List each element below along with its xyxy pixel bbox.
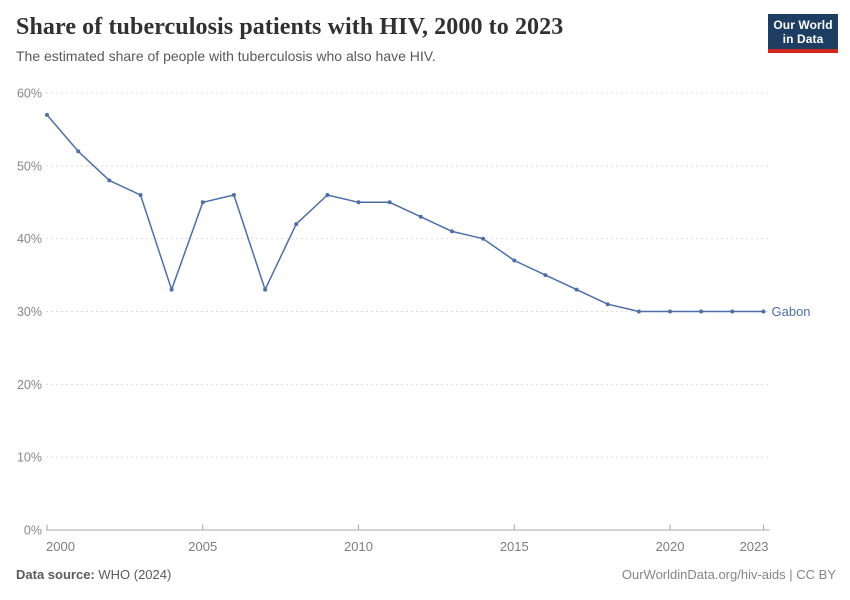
- attribution-link[interactable]: OurWorldinData.org/hiv-aids: [621, 567, 786, 582]
- data-point-2013[interactable]: [450, 229, 454, 234]
- data-point-2019[interactable]: [636, 309, 641, 314]
- data-point-2023[interactable]: [761, 309, 766, 314]
- data-source-label: Data source:: [16, 567, 95, 582]
- data-point-2011[interactable]: [387, 200, 392, 205]
- data-point-2002[interactable]: [107, 178, 112, 183]
- x-tick-label-2005: 2005: [188, 539, 217, 554]
- series-end-label-gabon[interactable]: Gabon: [772, 304, 811, 319]
- y-tick-label-30: 30%: [17, 305, 42, 319]
- owid-logo[interactable]: Our World in Data: [768, 14, 838, 53]
- data-point-2021[interactable]: [699, 309, 704, 314]
- x-tick-label-2000: 2000: [46, 539, 75, 554]
- attribution-separator: |: [785, 567, 797, 582]
- y-tick-label-20: 20%: [17, 378, 42, 392]
- owid-logo-line1: Our World: [773, 18, 833, 32]
- data-point-2005[interactable]: [200, 200, 205, 205]
- data-point-2020[interactable]: [668, 309, 672, 314]
- chart-subtitle: The estimated share of people with tuber…: [16, 48, 436, 64]
- data-point-2008[interactable]: [294, 222, 299, 227]
- data-point-2010[interactable]: [356, 200, 361, 205]
- chart-header: Share of tuberculosis patients with HIV,…: [16, 14, 838, 64]
- data-point-2004[interactable]: [169, 287, 174, 292]
- data-point-2007[interactable]: [263, 287, 268, 292]
- data-point-2006[interactable]: [231, 193, 236, 197]
- data-point-2001[interactable]: [76, 149, 81, 154]
- chart-title: Share of tuberculosis patients with HIV,…: [16, 14, 564, 40]
- data-source-value: WHO (2024): [94, 567, 172, 582]
- y-tick-label-10: 10%: [17, 451, 42, 465]
- data-point-2015[interactable]: [512, 258, 517, 263]
- x-tick-label-2010: 2010: [344, 539, 373, 554]
- data-point-2016[interactable]: [543, 273, 548, 278]
- y-tick-label-60: 60%: [17, 87, 42, 101]
- data-point-2014[interactable]: [481, 236, 486, 241]
- line-chart[interactable]: 0% 10% 20% 30% 40% 50% 60% 2000 2005 2010 2015 2020…: [0, 80, 850, 560]
- x-tick-label-2015: 2015: [500, 539, 529, 554]
- x-tick-label-2020: 2020: [656, 539, 685, 554]
- y-tick-label-0: 0%: [24, 524, 42, 538]
- data-point-2017[interactable]: [574, 287, 579, 292]
- data-point-2022[interactable]: [730, 309, 735, 314]
- y-tick-label-40: 40%: [17, 232, 42, 246]
- chart-footer: Data source: WHO (2024) OurWorldinData.o…: [16, 567, 836, 582]
- y-tick-label-50: 50%: [17, 159, 42, 173]
- series-line-gabon: [46, 114, 765, 313]
- attribution: OurWorldinData.org/hiv-aids | CC BY: [622, 567, 836, 582]
- data-point-2003[interactable]: [138, 193, 143, 197]
- chart-area[interactable]: 0% 10% 20% 30% 40% 50% 60% 2000 2005 2010 2015 2020…: [0, 80, 850, 560]
- data-point-2000[interactable]: [45, 112, 49, 117]
- data-point-2018[interactable]: [605, 302, 610, 307]
- owid-logo-line2: in Data: [782, 32, 824, 46]
- data-point-2012[interactable]: [418, 214, 423, 219]
- license-link[interactable]: CC BY: [796, 567, 836, 582]
- data-source: Data source: WHO (2024): [16, 567, 171, 582]
- x-tick-label-2023: 2023: [740, 539, 769, 554]
- data-point-2009[interactable]: [325, 193, 330, 197]
